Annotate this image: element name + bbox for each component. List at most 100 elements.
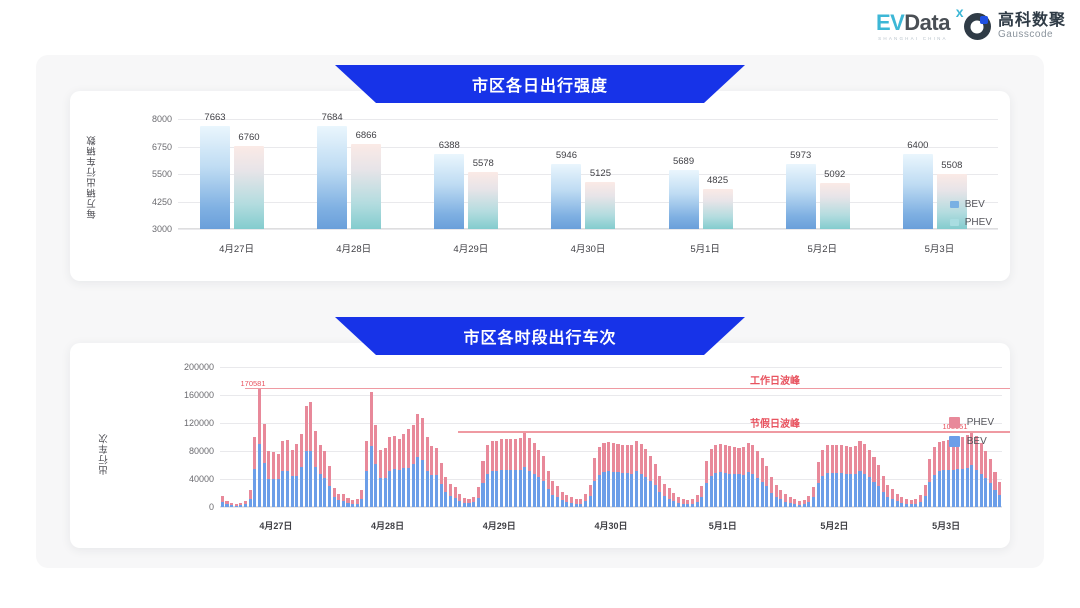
chart2-bar-segment-bev (932, 474, 937, 507)
chart2-stacked-bar (365, 440, 369, 507)
chart2-bar-segment-bev (928, 481, 932, 507)
chart2-bar-segment-bev (555, 497, 559, 507)
chart2-bar-segment-bev (704, 482, 708, 507)
chart2-bar-segment-phev (472, 496, 476, 503)
chart2-legend-item-bev[interactable]: BEV (948, 436, 994, 447)
chart2-bar-segment-phev (960, 437, 964, 469)
chart2-bar-segment-phev (537, 449, 541, 478)
chart2-bar-segment-phev (411, 425, 415, 465)
chart2-bar-segment-bev (365, 471, 369, 507)
chart2-bar-segment-phev (658, 475, 662, 492)
chart2-bar-segment-bev (853, 474, 857, 507)
chart2-stacked-bar (430, 446, 434, 507)
banner-daily-intensity: 市区各日出行强度 (335, 65, 745, 103)
chart2-y-tick: 80000 (188, 446, 214, 456)
chart2-stacked-bar (900, 496, 904, 507)
chart2-stacked-bar (467, 498, 471, 507)
chart2-bar-segment-phev (579, 498, 583, 504)
chart2-bar-segment-bev (430, 475, 434, 507)
chart2-legend-item-phev[interactable]: PHEV (948, 417, 994, 428)
chart2-bar-segment-phev (672, 493, 676, 502)
chart2-bar-segment-bev (481, 482, 485, 507)
chart2-bar-segment-bev (714, 472, 718, 507)
chart2-bar-segment-bev (486, 474, 490, 507)
chart2-stacked-bar (802, 500, 806, 507)
chart2-stacked-bar (327, 466, 331, 507)
chart2-bar-segment-phev (923, 485, 927, 497)
chart2-axis-baseline (220, 506, 1002, 507)
chart2-bar-segment-bev (607, 471, 611, 507)
chart2-bar-segment-phev (784, 494, 788, 502)
chart2-bar-segment-phev (258, 387, 262, 444)
chart2-bar-segment-phev (816, 462, 820, 484)
chart2-legend-swatch (948, 417, 960, 428)
chart2-bar-segment-bev (621, 472, 625, 507)
chart2-bar-segment-bev (323, 477, 327, 507)
chart2-bar-segment-bev (318, 473, 322, 507)
chart2-stacked-bar (830, 444, 834, 507)
chart2-stacked-bar (462, 497, 466, 507)
chart2-legend: PHEV BEV (948, 417, 994, 447)
chart2-bar-segment-phev (593, 458, 597, 482)
chart2-bar-segment-bev (309, 451, 313, 507)
chart2-bar-segment-phev (625, 445, 629, 474)
chart2-bar-segment-phev (653, 463, 657, 486)
chart1-legend-label: PHEV (964, 217, 992, 228)
chart2-stacked-bar (439, 462, 443, 507)
chart1-legend-item-phev[interactable]: PHEV (949, 217, 992, 228)
chart1-gridline (178, 119, 998, 120)
chart2-stacked-bar (453, 487, 457, 507)
chart1-gridline (178, 174, 998, 175)
chart2-bar-segment-phev (355, 499, 359, 504)
chart2-stacked-bar (816, 462, 820, 507)
chart2-bar-segment-phev (774, 485, 778, 498)
chart2-bar-segment-bev (369, 445, 373, 507)
chart2-bar-segment-bev (616, 472, 620, 507)
chart2-stacked-bar (425, 437, 429, 507)
chart2-bar-segment-phev (793, 499, 797, 504)
chart1-legend-item-bev[interactable]: BEV (949, 199, 992, 210)
chart2-bar-segment-bev (914, 503, 918, 507)
chart1-legend: BEV PHEV (949, 199, 992, 228)
chart1-bar-value: 5508 (941, 159, 963, 171)
chart2-bar-segment-bev (290, 476, 294, 507)
chart2-stacked-bar (728, 446, 732, 507)
chart2-bar-segment-phev (616, 444, 620, 473)
chart2-bar-segment-bev (984, 478, 988, 507)
chart2-stacked-bar (528, 438, 532, 507)
chart2-bar-segment-bev (756, 477, 760, 507)
chart2-bar-segment-phev (919, 495, 923, 502)
chart2-bar-segment-phev (676, 496, 681, 503)
chart1-y-tick: 6750 (151, 141, 172, 152)
chart2-x-tick: 4月28日 (371, 521, 405, 531)
chart2-stacked-bar (602, 442, 606, 507)
chart2-bar-segment-phev (406, 428, 411, 468)
chart2-bar-segment-phev (532, 442, 536, 474)
chart2-bar-segment-phev (397, 439, 401, 470)
chart2-bar-segment-phev (681, 498, 685, 504)
chart2-bar-segment-bev (579, 503, 583, 507)
chart2-bar-segment-bev (686, 504, 690, 507)
chart2-bar-segment-phev (858, 440, 862, 472)
chart2-stacked-bar (839, 445, 843, 507)
chart2-bar-segment-phev (695, 495, 699, 502)
chart2-stacked-bar (607, 441, 611, 507)
chart2-legend-label: PHEV (966, 417, 994, 428)
chart2-stacked-bar (225, 500, 229, 507)
chart2-bar-segment-bev (742, 474, 746, 507)
chart2-bar-segment-bev (569, 502, 573, 507)
chart2-bar-segment-phev (416, 413, 420, 457)
chart2-stacked-bar (253, 437, 257, 507)
chart2-bar-segment-bev (467, 503, 471, 507)
chart2-bar-segment-bev (891, 499, 895, 507)
chart2-stacked-bar (709, 448, 713, 507)
chart2-stacked-bar (821, 449, 825, 507)
chart1-bar-group: 6388 5578 (412, 119, 529, 229)
chart2-stacked-bar (704, 460, 708, 507)
chart2-x-tick: 4月30日 (594, 521, 628, 531)
chart2-bar-segment-bev (988, 483, 992, 507)
chart2-bar-segment-phev (444, 476, 448, 492)
chart1-bar-value: 5092 (824, 168, 846, 180)
chart2-bar-segment-phev (351, 500, 355, 504)
chart2-stacked-bar (993, 472, 997, 507)
